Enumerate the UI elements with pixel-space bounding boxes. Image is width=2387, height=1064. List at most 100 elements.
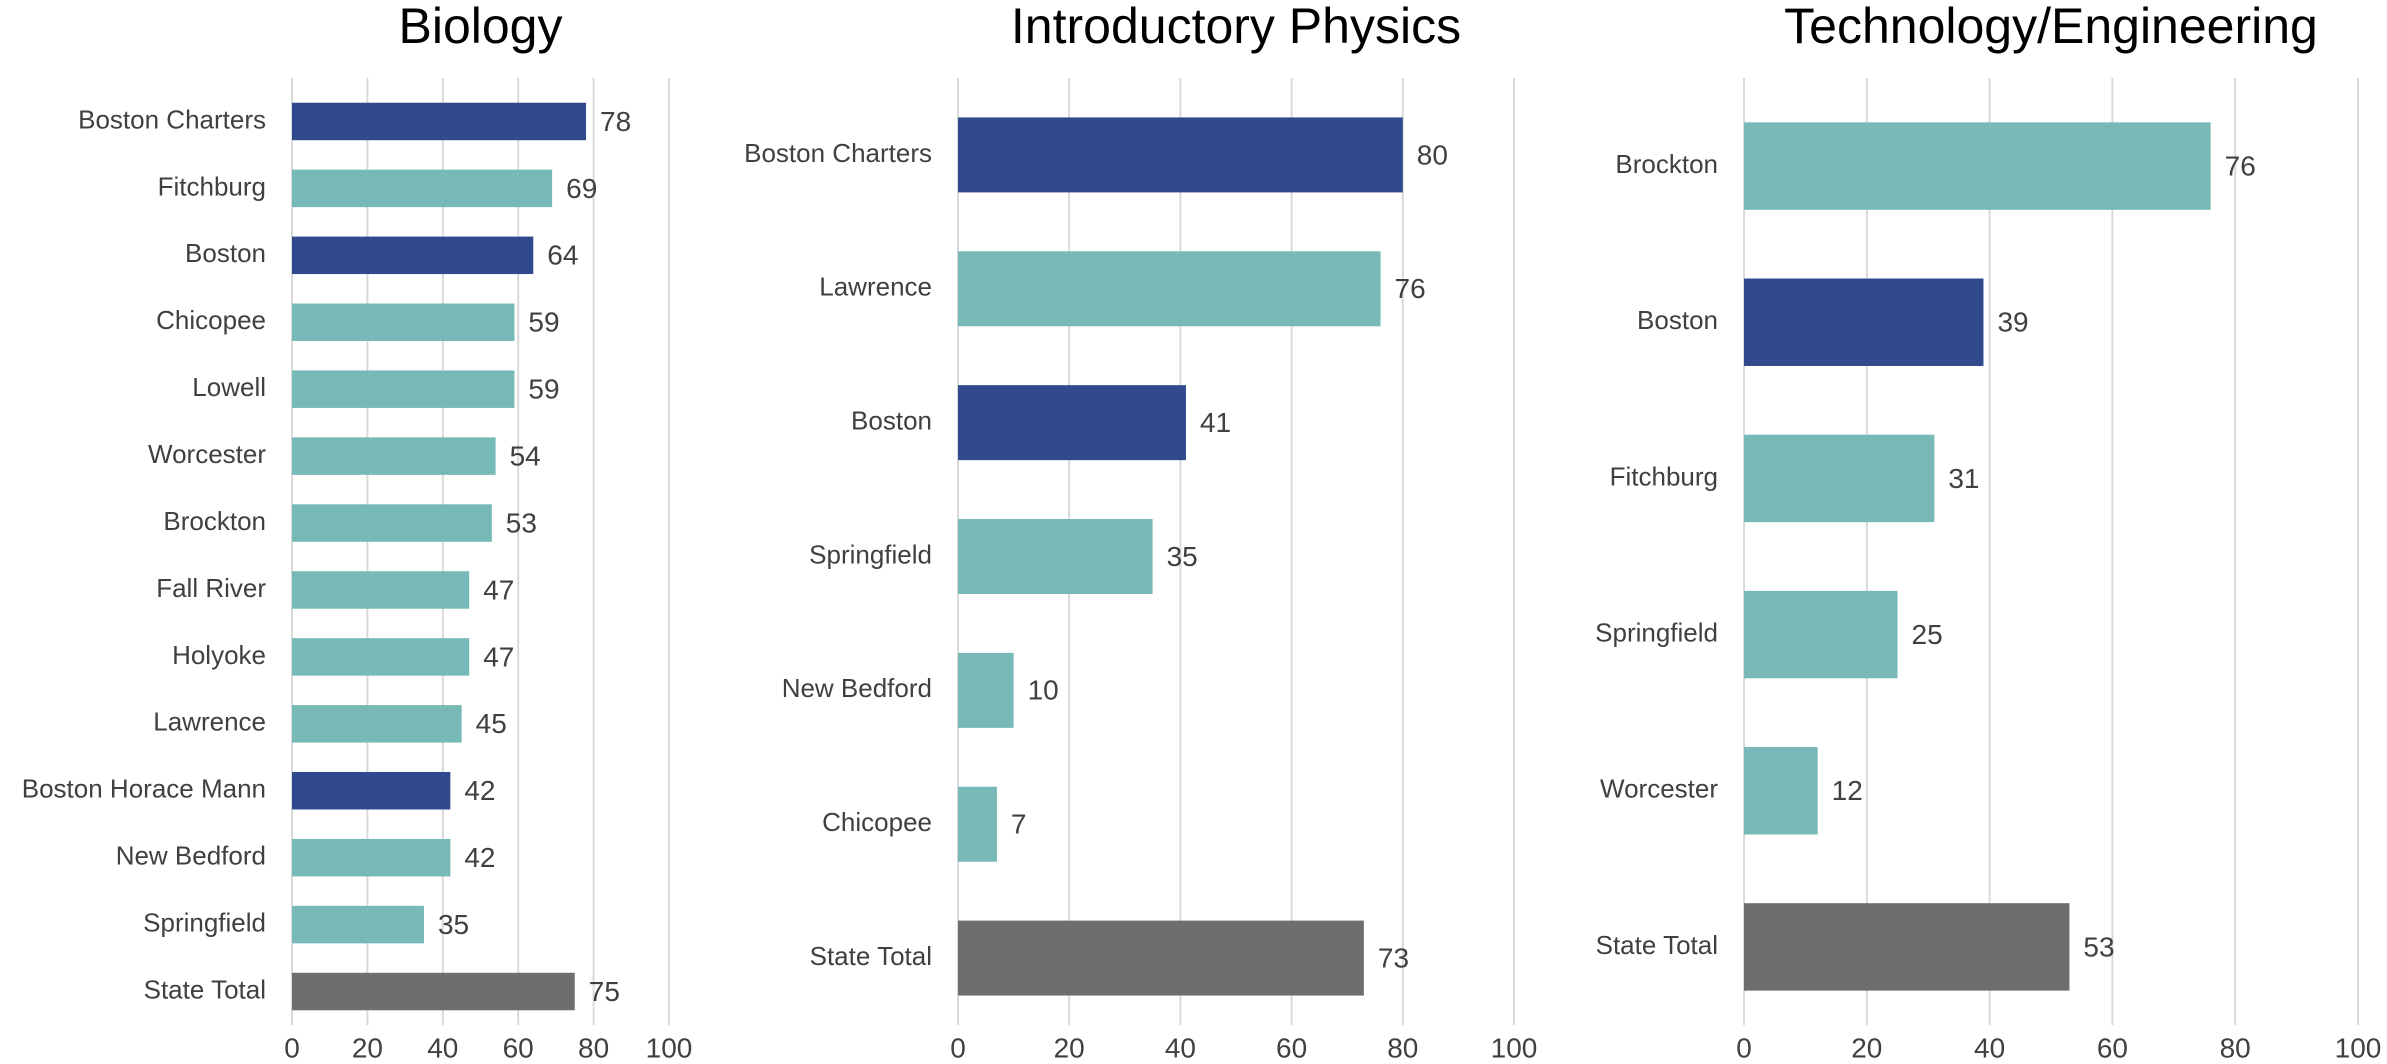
category-label: Fitchburg <box>1610 461 1718 491</box>
bar <box>1744 903 2070 991</box>
value-label: 39 <box>1997 307 2028 338</box>
bar <box>292 638 470 676</box>
category-label: Holyoke <box>172 640 266 670</box>
bar <box>958 519 1153 594</box>
category-label: New Bedford <box>782 673 932 703</box>
category-label: State Total <box>144 974 266 1004</box>
x-tick-label: 0 <box>950 1032 966 1063</box>
bar <box>1744 278 1984 366</box>
bar <box>292 905 424 944</box>
chart-title: Biology <box>399 0 563 54</box>
value-label: 10 <box>1028 675 1059 706</box>
x-tick-label: 60 <box>503 1032 534 1063</box>
category-label: Lawrence <box>819 272 932 302</box>
bar <box>292 838 451 877</box>
value-label: 47 <box>483 574 514 605</box>
bar <box>292 705 462 743</box>
bar <box>292 571 470 609</box>
bar <box>958 117 1403 193</box>
bar <box>1744 434 1935 523</box>
chart-title: Introductory Physics <box>1011 0 1461 54</box>
category-label: Boston <box>851 406 932 436</box>
chart-title: Technology/Engineering <box>1784 0 2318 54</box>
bar <box>292 772 451 810</box>
x-tick-label: 0 <box>1736 1032 1752 1063</box>
value-label: 75 <box>589 976 620 1007</box>
value-label: 42 <box>464 842 495 873</box>
category-label: Brockton <box>1615 149 1718 179</box>
category-label: Boston <box>185 238 266 268</box>
bar <box>958 385 1186 461</box>
category-label: State Total <box>810 941 932 971</box>
x-tick-label: 60 <box>2097 1032 2128 1063</box>
bar <box>292 303 515 341</box>
category-label: New Bedford <box>116 841 266 871</box>
category-label: Boston Horace Mann <box>22 774 266 804</box>
value-label: 35 <box>1167 541 1198 572</box>
category-label: Springfield <box>1595 617 1718 647</box>
category-label: State Total <box>1596 930 1718 960</box>
value-label: 42 <box>464 775 495 806</box>
bar <box>292 169 553 208</box>
category-label: Worcester <box>1600 774 1718 804</box>
bar <box>958 786 997 862</box>
category-label: Lowell <box>192 372 266 402</box>
x-tick-label: 40 <box>1165 1032 1196 1063</box>
x-tick-label: 80 <box>2220 1032 2251 1063</box>
x-tick-label: 20 <box>1054 1032 1085 1063</box>
value-label: 35 <box>438 909 469 940</box>
bar <box>958 652 1014 728</box>
bar <box>958 251 1381 327</box>
value-label: 64 <box>547 240 578 271</box>
value-label: 47 <box>483 641 514 672</box>
bar <box>958 920 1364 996</box>
x-tick-label: 20 <box>352 1032 383 1063</box>
x-tick-label: 0 <box>284 1032 300 1063</box>
bar <box>1744 122 2211 210</box>
value-label: 69 <box>566 173 597 204</box>
value-label: 59 <box>528 374 559 405</box>
category-label: Chicopee <box>822 807 932 837</box>
x-tick-label: 20 <box>1851 1032 1882 1063</box>
value-label: 41 <box>1200 407 1231 438</box>
x-tick-label: 100 <box>2335 1032 2382 1063</box>
value-label: 78 <box>600 106 631 137</box>
category-label: Springfield <box>143 907 266 937</box>
category-label: Boston Charters <box>78 104 266 134</box>
value-label: 7 <box>1011 809 1027 840</box>
category-label: Boston <box>1637 305 1718 335</box>
category-label: Chicopee <box>156 305 266 335</box>
bar <box>292 504 492 542</box>
value-label: 80 <box>1417 139 1448 170</box>
x-tick-label: 80 <box>1387 1032 1418 1063</box>
category-label: Boston Charters <box>744 138 932 168</box>
category-label: Springfield <box>809 539 932 569</box>
value-label: 76 <box>1395 273 1426 304</box>
value-label: 25 <box>1912 619 1943 650</box>
value-label: 53 <box>506 507 537 538</box>
value-label: 54 <box>510 440 541 471</box>
bar <box>292 437 496 475</box>
bar <box>292 236 534 275</box>
bar <box>292 972 575 1011</box>
bar <box>1744 747 1818 835</box>
value-label: 12 <box>1832 775 1863 806</box>
value-label: 31 <box>1948 463 1979 494</box>
category-label: Lawrence <box>153 707 266 737</box>
x-tick-label: 40 <box>1974 1032 2005 1063</box>
value-label: 45 <box>476 708 507 739</box>
category-label: Worcester <box>148 439 266 469</box>
category-label: Fitchburg <box>158 171 266 201</box>
x-tick-label: 60 <box>1276 1032 1307 1063</box>
bar <box>292 370 515 408</box>
bar <box>1744 590 1898 679</box>
value-label: 59 <box>528 307 559 338</box>
category-label: Brockton <box>163 506 266 536</box>
category-label: Fall River <box>156 573 266 603</box>
bar <box>292 102 587 141</box>
x-tick-label: 100 <box>646 1032 693 1063</box>
x-tick-label: 80 <box>578 1032 609 1063</box>
value-label: 53 <box>2083 931 2114 962</box>
x-tick-label: 40 <box>427 1032 458 1063</box>
